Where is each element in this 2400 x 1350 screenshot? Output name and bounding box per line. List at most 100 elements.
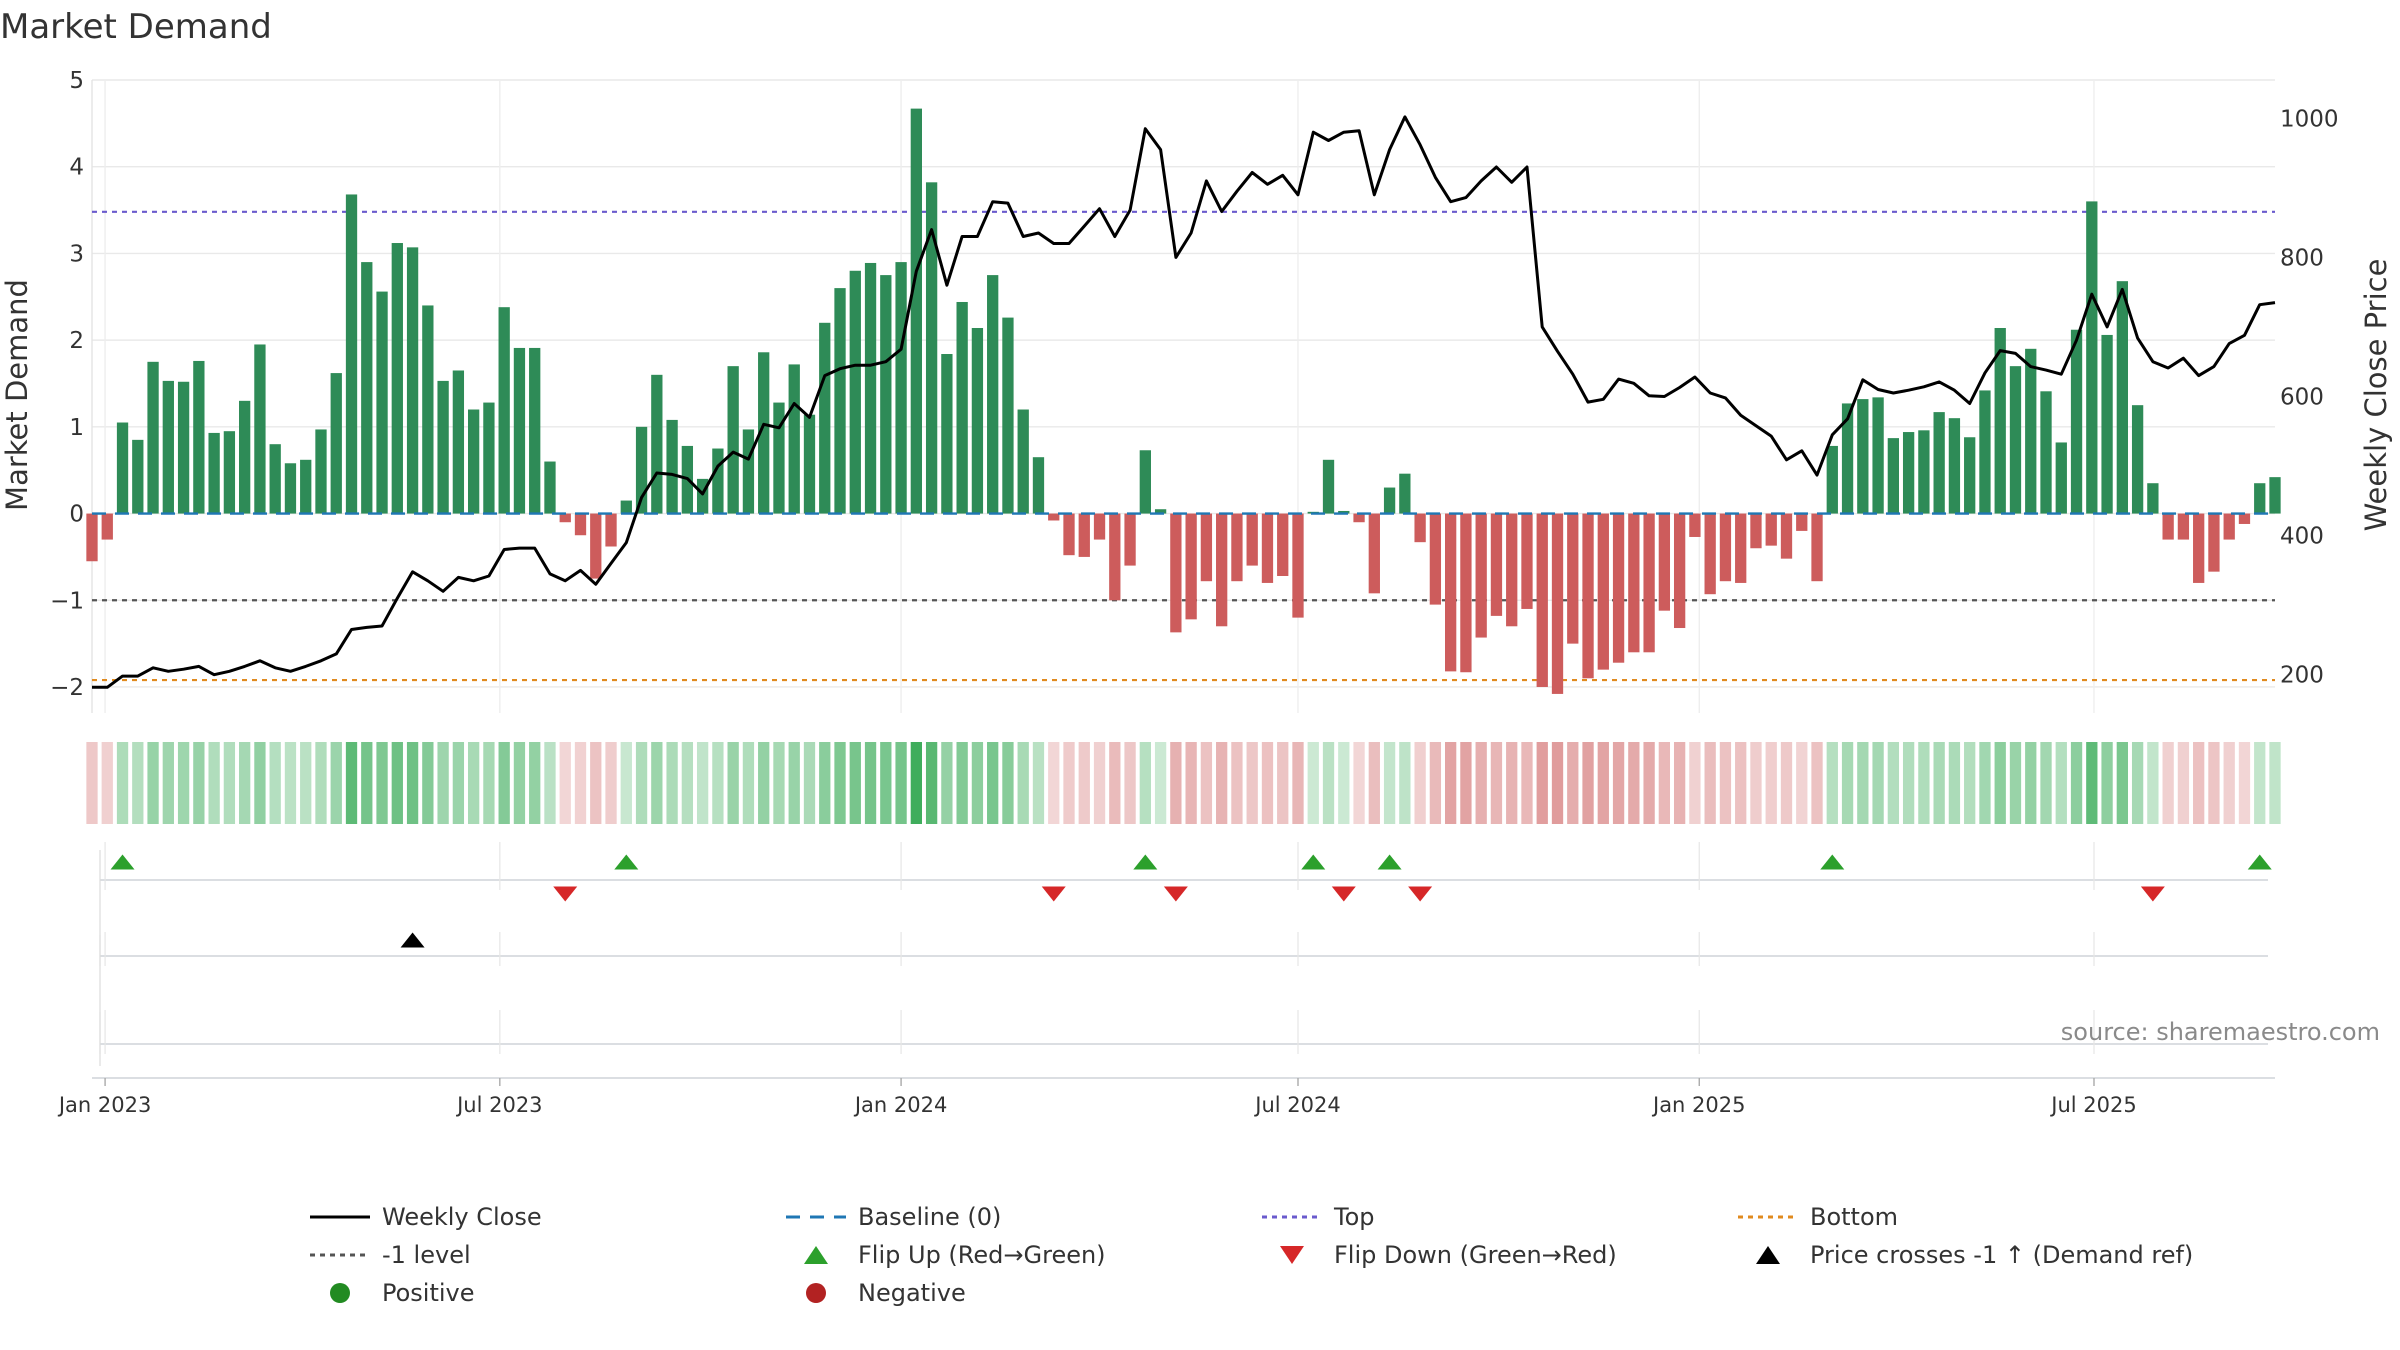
heat-cell <box>1597 742 1609 824</box>
flip-up-marker <box>1133 854 1158 870</box>
demand-bar <box>1704 513 1716 595</box>
heat-cell <box>2208 742 2220 824</box>
x-tick-label: Jul 2023 <box>455 1093 542 1117</box>
heat-cell <box>1154 742 1167 824</box>
demand-bar <box>895 262 907 514</box>
heat-cell <box>758 742 770 824</box>
heat-cell <box>300 742 312 824</box>
demand-bar <box>1796 513 1808 531</box>
demand-bar <box>2116 281 2128 514</box>
demand-bar <box>2055 442 2067 514</box>
demand-bar <box>284 463 297 514</box>
heat-cell <box>376 742 388 824</box>
heat-cell <box>498 742 510 824</box>
heat-cell <box>1322 742 1335 824</box>
demand-bar <box>1078 513 1090 557</box>
heat-cell <box>864 742 877 824</box>
demand-bar <box>1628 513 1640 653</box>
heat-cell <box>880 742 892 824</box>
heat-cell <box>696 742 709 824</box>
heat-cell <box>712 742 724 824</box>
demand-bar <box>1231 513 1243 582</box>
heat-cell <box>1338 742 1350 824</box>
demand-bar <box>2223 513 2235 540</box>
heat-cell <box>132 742 144 824</box>
demand-bar <box>834 288 846 514</box>
demand-bar <box>696 478 709 514</box>
heat-cell <box>1429 742 1442 824</box>
demand-bar <box>376 291 388 514</box>
heat-cell <box>1460 742 1472 824</box>
heat-cell <box>1170 742 1182 824</box>
y2-tick-label: 400 <box>2280 524 2324 550</box>
heat-cell <box>956 742 968 824</box>
x-tick-label: Jul 2024 <box>1253 1093 1340 1117</box>
demand-bar <box>544 461 556 514</box>
demand-bar <box>987 275 999 514</box>
y2-tick-label: 200 <box>2280 663 2324 689</box>
demand-bar <box>1185 513 1197 620</box>
heat-cell <box>666 742 678 824</box>
heat-cell <box>2177 742 2190 824</box>
heat-cell <box>2009 742 2022 824</box>
flip-down-marker <box>553 886 578 902</box>
flip-up-marker <box>1377 854 1402 870</box>
heat-cell <box>1673 742 1686 824</box>
y2-tick-label: 800 <box>2280 245 2324 271</box>
heat-cell <box>895 742 907 824</box>
demand-bar <box>300 459 312 514</box>
demand-bar <box>651 374 663 514</box>
demand-bar <box>971 327 984 514</box>
y2-tick-label: 1000 <box>2280 106 2339 132</box>
legend-item-7-label: Price crosses -1 ↑ (Demand ref) <box>1810 1241 2193 1269</box>
demand-bar <box>1109 513 1121 601</box>
demand-bar <box>742 429 755 514</box>
demand-bar <box>1902 432 1915 514</box>
heat-cell <box>1307 742 1319 824</box>
heat-cell <box>834 742 846 824</box>
y-tick-label: 5 <box>69 68 84 94</box>
heat-cell <box>1933 742 1945 824</box>
demand-bar <box>1032 457 1045 514</box>
grid-lines <box>91 79 2275 713</box>
chart-title: Market Demand <box>0 7 272 47</box>
heat-cell <box>819 742 831 824</box>
heat-cell <box>2040 742 2052 824</box>
demand-bar <box>1490 513 1503 616</box>
demand-bar <box>2040 391 2052 514</box>
x-tick-label: Jan 2024 <box>853 1093 948 1117</box>
legend-item-8-label: Positive <box>382 1279 475 1307</box>
demand-bar <box>1643 513 1655 653</box>
heat-cell <box>1063 742 1075 824</box>
heat-cell <box>1857 742 1869 824</box>
demand-bar <box>2147 483 2159 514</box>
heat-cell <box>1277 742 1289 824</box>
flip-up-marker <box>614 854 639 870</box>
heat-cell <box>101 742 113 824</box>
heat-cell <box>193 742 205 824</box>
demand-bar <box>956 301 968 514</box>
demand-bar <box>1689 513 1701 537</box>
x-tick-label: Jan 2023 <box>57 1093 152 1117</box>
heat-cell <box>1414 742 1426 824</box>
demand-bar <box>1582 513 1594 679</box>
demand-bar <box>620 500 632 514</box>
demand-bar <box>1429 513 1442 605</box>
heat-cell <box>1994 742 2006 824</box>
demand-bar <box>1154 509 1167 514</box>
demand-bar <box>2131 405 2144 514</box>
heat-cell <box>1353 742 1365 824</box>
demand-bar <box>1399 473 1411 514</box>
heat-cell <box>1521 742 1533 824</box>
demand-bar <box>2009 366 2022 514</box>
heat-cell <box>987 742 999 824</box>
demand-bar <box>1414 513 1426 543</box>
heat-cell <box>635 742 648 824</box>
heat-cell <box>1048 742 1060 824</box>
heat-cell <box>1765 742 1777 824</box>
demand-bar <box>1338 510 1350 514</box>
demand-bar <box>1994 327 2006 514</box>
legend-item-6-swatch <box>1280 1246 1304 1264</box>
flip-up-marker <box>1301 854 1326 870</box>
flip-up-marker <box>2247 854 2272 870</box>
